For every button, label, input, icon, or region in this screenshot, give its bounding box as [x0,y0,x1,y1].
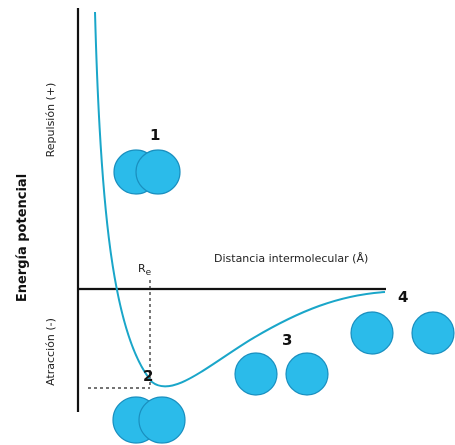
attraction-label: Atracción (-) [44,318,57,386]
state-label: 3 [282,331,292,349]
re-label: Re [138,262,152,278]
repulsion-label: Repulsión (+) [44,83,57,158]
state-label: 1 [150,126,160,144]
potential-curve [94,11,386,388]
re-sub: e [146,268,152,278]
atom [411,311,455,355]
state-label: 2 [143,367,153,385]
atom [138,396,186,444]
y-label: Energía potencial [15,174,30,302]
atom [234,352,278,396]
re-main: R [138,262,146,275]
state-label: 4 [398,288,408,306]
x-label: Distancia intermolecular (Å) [214,252,368,265]
atom [285,352,329,396]
atom [135,149,181,195]
atom [350,311,394,355]
